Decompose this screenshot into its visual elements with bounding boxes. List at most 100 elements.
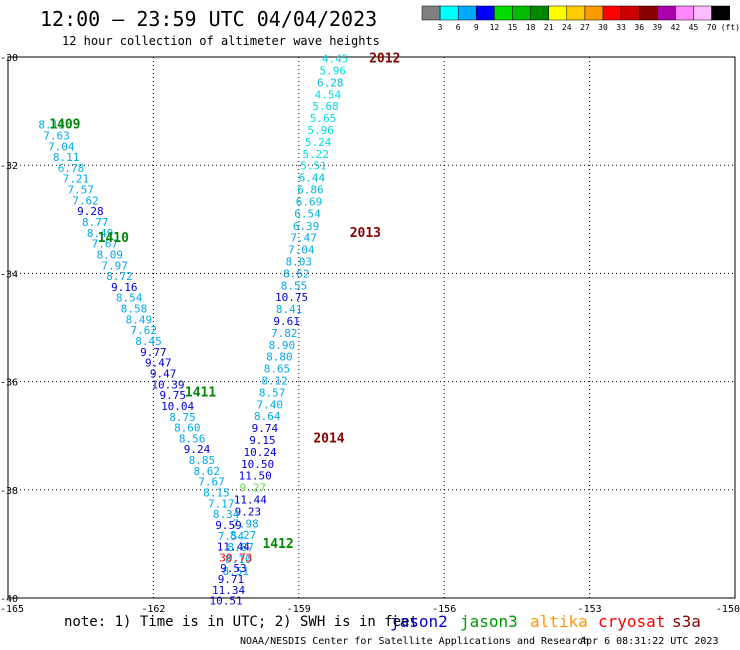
wave-height-value: 8.75 [169, 411, 196, 424]
grid-lines [8, 57, 735, 598]
wave-height-value: 8.85 [189, 454, 216, 467]
chart-subtitle: 12 hour collection of altimeter wave hei… [62, 34, 380, 48]
wave-height-value: 8.62 [283, 267, 310, 280]
wave-height-value: 9.47 [150, 367, 177, 380]
color-scale-label: 33 [616, 23, 626, 32]
color-scale-label: 21 [544, 23, 554, 32]
wave-height-value: 8.41 [276, 303, 303, 316]
wave-height-value: 9.24 [184, 443, 211, 456]
wave-height-value: 11.50 [239, 470, 272, 483]
wave-height-value: 5.24 [305, 136, 332, 149]
wave-height-value: 6.78 [58, 162, 85, 175]
wave-height-value: 7.62 [130, 324, 157, 337]
color-scale-label: 45 [689, 23, 699, 32]
color-swatch [439, 5, 459, 21]
pass-time-label: 1411 [185, 385, 216, 400]
color-scale-label: 6 [456, 23, 461, 32]
wave-height-value: 8.56 [179, 432, 206, 445]
color-swatch [693, 5, 712, 21]
wave-height-value: 6.54 [294, 207, 321, 220]
wave-height-value: 8.90 [269, 339, 296, 352]
color-scale-label: 18 [526, 23, 536, 32]
wave-height-value: 11.34 [212, 584, 245, 597]
wave-height-value: 10.24 [243, 446, 276, 459]
footer-note: note: 1) Time is in UTC; 2) SWH is in fe… [64, 614, 418, 630]
wave-height-value: 5.68 [312, 100, 339, 113]
wave-height-value: 8.27 [230, 529, 257, 542]
wave-height-value: 10.75 [275, 291, 308, 304]
wave-height-value: 7.54 [218, 530, 245, 543]
wave-height-value: 9.61 [273, 315, 300, 328]
wave-height-value: 8.11 [53, 151, 80, 164]
y-tick-label: -34 [0, 269, 18, 280]
wave-height-value: 9.15 [249, 434, 276, 447]
wave-height-value: 8.49 [87, 227, 114, 240]
wave-height-value: 9.47 [145, 357, 172, 370]
wave-height-value: 8.57 [259, 386, 286, 399]
color-scale-label: 15 [508, 23, 518, 32]
wave-height-value: 8.10 [225, 553, 252, 566]
y-tick-label: -36 [0, 378, 18, 389]
footer-timestamp: Apr 6 08:31:22 UTC 2023 [580, 636, 718, 647]
wave-height-value: 8.87 [227, 541, 254, 554]
color-scale-label: 30 [598, 23, 608, 32]
y-tick-label: -40 [0, 594, 18, 605]
wave-height-value: 9.75 [160, 389, 187, 402]
wave-height-value: 8.72 [106, 270, 133, 283]
wave-height-value: 8.80 [266, 351, 293, 364]
wave-height-value: 7.97 [101, 259, 128, 272]
wave-height-value: 7.98 [232, 517, 259, 530]
wave-height-value: 7.40 [256, 398, 283, 411]
color-swatch [530, 5, 549, 21]
wave-height-value: 7.04 [288, 244, 315, 257]
legend-entry-jason3: jason3 [460, 612, 518, 631]
x-tick-label: -156 [432, 604, 456, 615]
color-scale-label: 27 [580, 23, 590, 32]
color-swatch [602, 5, 622, 21]
legend-entry-cryosat: cryosat [598, 612, 665, 631]
x-tick-label: -150 [716, 604, 740, 615]
pass-time-label: 2013 [350, 226, 381, 241]
wave-height-value: 8.34 [213, 508, 240, 521]
color-swatch [711, 5, 730, 21]
plot-frame [7, 56, 736, 599]
wave-height-value: 5.65 [310, 112, 337, 125]
color-swatch [566, 5, 586, 21]
wave-height-value: 4.45 [322, 53, 349, 66]
color-scale-label: 24 [562, 23, 572, 32]
wave-height-value: 9.27 [240, 482, 267, 495]
x-tick-label: -153 [578, 604, 602, 615]
color-swatch [512, 5, 531, 21]
color-scale-label: 39 [652, 23, 662, 32]
x-tick-label: -165 [0, 604, 24, 615]
footer-credit: NOAA/NESDIS Center for Satellite Applica… [240, 636, 589, 647]
color-swatch [620, 5, 640, 21]
wave-height-value: 7.04 [48, 140, 75, 153]
color-scale-label: 3 [438, 23, 443, 32]
wave-height-value: 8.51 [223, 565, 250, 578]
wave-height-value: 8.09 [97, 248, 124, 261]
wave-height-value: 11.44 [234, 494, 267, 507]
wave-height-value: 9.28 [77, 205, 104, 218]
wave-height-value: 7.67 [92, 238, 119, 251]
wave-height-value: 6.86 [297, 184, 324, 197]
color-swatch [548, 5, 568, 21]
wave-height-value: 10.50 [241, 458, 274, 471]
axis-ticks: -165 -162 -159 -156 -153 -150 -30 -32 -34 -36 -38 -… [0, 53, 740, 615]
wave-height-value: 7.21 [63, 173, 90, 186]
wave-height-value: 9.23 [235, 505, 262, 518]
wave-height-value: 5.96 [307, 124, 334, 137]
wave-height-value: 8.03 [286, 255, 313, 268]
x-tick-label: -159 [287, 604, 311, 615]
pass-time-label: 1410 [98, 231, 129, 246]
wave-height-value: 7.57 [67, 184, 94, 197]
wave-height-value: 10.51 [210, 595, 243, 608]
color-scale-bar: 3 6 9 12 15 18 21 24 27 30 33 36 39 42 45 70 (ft) [421, 5, 740, 32]
pass-time-label: 2014 [313, 431, 344, 446]
wave-height-value: 8.55 [281, 279, 308, 292]
pass-time-label: 2012 [369, 52, 400, 67]
legend-entry-jason2: jason2 [390, 612, 448, 631]
wave-height-value: 6.39 [293, 220, 320, 233]
wave-height-value: 8.62 [193, 465, 220, 478]
